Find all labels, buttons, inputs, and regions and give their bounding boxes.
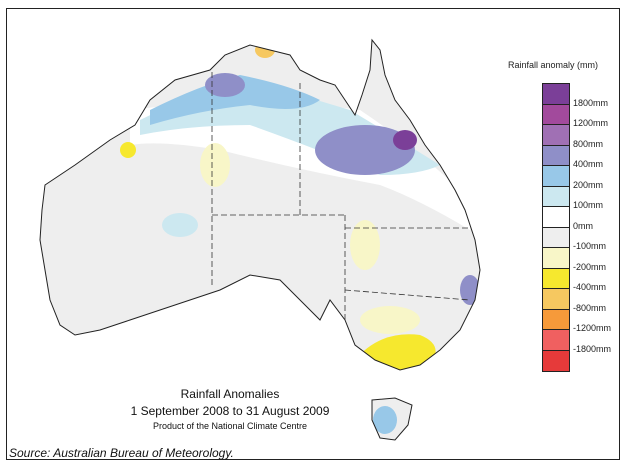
source-note: Source: Australian Bureau of Meteorology… — [9, 446, 234, 460]
legend-swatch — [543, 145, 569, 166]
zone-tasmania — [373, 406, 397, 434]
legend-label: 100mm — [573, 200, 604, 210]
legend-swatch — [543, 84, 569, 105]
legend-label: 800mm — [573, 138, 604, 149]
legend-swatch — [543, 227, 569, 248]
zone-nt-dry — [200, 143, 230, 187]
legend-swatch — [543, 309, 569, 330]
legend-swatch — [543, 186, 569, 207]
legend-swatch — [543, 248, 569, 269]
legend-title: Rainfall anomaly (mm) — [508, 60, 599, 70]
zone-kimberley — [120, 142, 136, 158]
legend-swatch — [543, 104, 569, 125]
map-period: 1 September 2008 to 31 August 2009 — [130, 404, 330, 418]
legend-label: -200mm — [573, 261, 607, 272]
zone-qld-dry — [350, 220, 380, 270]
legend-label: -1200mm — [573, 323, 612, 333]
legend-swatch — [543, 330, 569, 351]
legend-label: 400mm — [573, 159, 604, 169]
zone-400-800mm — [315, 125, 415, 175]
legend-swatch — [543, 350, 569, 371]
zone-200-400mm — [150, 75, 320, 125]
state-borders — [211, 72, 471, 320]
zone-arnhem — [205, 73, 245, 97]
map-product: Product of the National Climate Centre — [152, 421, 308, 431]
zone-nsw-dry — [360, 306, 420, 334]
legend-color-scale — [542, 83, 570, 372]
legend-label: 1800mm — [573, 97, 609, 108]
zone-1800mm — [393, 130, 417, 150]
zone-central-wa — [162, 213, 198, 237]
legend-label: 0mm — [573, 220, 593, 231]
map-title: Rainfall Anomalies — [180, 387, 280, 401]
figure-frame — [6, 8, 620, 460]
legend-swatch — [543, 207, 569, 228]
legend-label: -100mm — [573, 241, 607, 251]
legend-label: 1200mm — [573, 118, 609, 128]
legend-label: -800mm — [573, 302, 607, 313]
legend-label: 200mm — [573, 179, 604, 190]
legend-swatch — [543, 268, 569, 289]
legend-swatch — [543, 289, 569, 310]
legend-label: -400mm — [573, 282, 607, 292]
legend-swatch — [543, 125, 569, 146]
legend-swatch — [543, 166, 569, 187]
legend-label: -1800mm — [573, 343, 612, 354]
